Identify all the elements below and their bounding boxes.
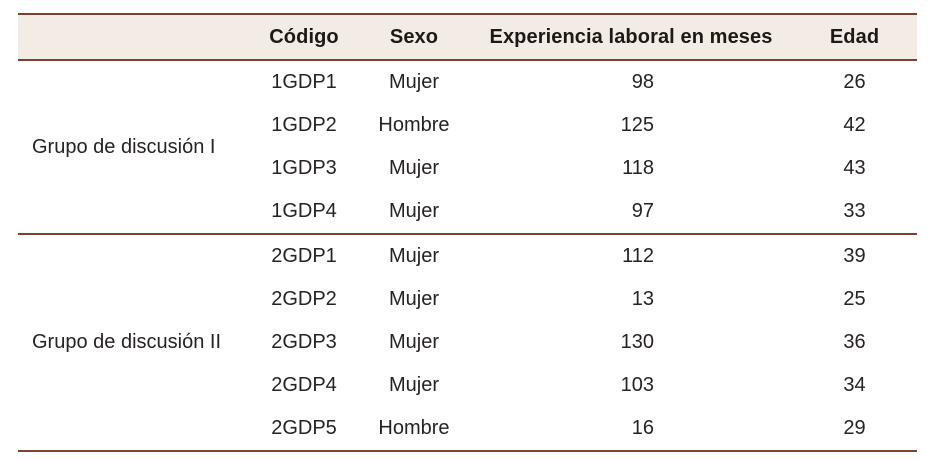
experiencia-value: 130 (620, 331, 654, 353)
cell-codigo: 1GDP3 (271, 157, 337, 179)
cell-experiencia: 103 (470, 364, 792, 407)
cell-edad: 36 (843, 331, 866, 353)
cell-sexo: Mujer (358, 190, 470, 235)
cell-codigo: 2GDP1 (271, 245, 337, 267)
cell-edad: 33 (792, 190, 917, 235)
cell-codigo: 2GDP2 (271, 288, 337, 310)
experiencia-value: 97 (631, 200, 654, 222)
group-1-rows: Grupo de discusión I 1GDP1 Mujer 98 26 1… (18, 60, 917, 235)
cell-edad: 43 (843, 157, 866, 179)
cell-codigo: 2GDP3 (271, 331, 337, 353)
experiencia-value: 112 (622, 245, 654, 267)
cell-codigo: 1GDP4 (250, 190, 358, 235)
table-row: 2GDP5 Hombre 16 29 (18, 407, 917, 451)
table-row: 1GDP4 Mujer 97 33 (18, 190, 917, 235)
table-row: 2GDP3 Mujer 130 36 (18, 321, 917, 364)
cell-sexo: Mujer (388, 374, 439, 396)
table-row: 1GDP3 Mujer 118 43 (18, 147, 917, 190)
experiencia-value: 98 (631, 71, 654, 93)
cell-sexo: Mujer (388, 245, 439, 267)
table-header: Código Sexo Experiencia laboral en meses… (18, 14, 917, 61)
cell-codigo: 1GDP1 (271, 71, 337, 93)
cell-experiencia: 125 (470, 104, 792, 147)
col-header-codigo: Código (250, 14, 358, 61)
cell-sexo: Mujer (388, 157, 439, 179)
table-row: 2GDP2 Mujer 13 25 (18, 278, 917, 321)
cell-sexo: Mujer (388, 71, 439, 93)
cell-experiencia: 97 (470, 190, 792, 235)
cell-edad: 34 (843, 374, 866, 396)
cell-sexo: Mujer (388, 288, 439, 310)
table-row: 2GDP4 Mujer 103 34 (18, 364, 917, 407)
participants-table: Código Sexo Experiencia laboral en meses… (18, 13, 917, 452)
cell-experiencia: 13 (470, 278, 792, 321)
table-row: Grupo de discusión II 2GDP1 Mujer 112 39 (18, 234, 917, 353)
col-header-group (18, 14, 250, 61)
cell-sexo: Hombre (378, 417, 450, 439)
cell-experiencia: 112 (470, 234, 792, 278)
cell-edad: 26 (843, 71, 866, 93)
experiencia-value: 103 (620, 374, 654, 396)
experiencia-value: 125 (620, 114, 654, 136)
group-1-label: Grupo de discusión I (18, 60, 250, 235)
cell-codigo: 2GDP5 (271, 417, 337, 439)
col-header-experiencia: Experiencia laboral en meses (470, 14, 792, 61)
header-row: Código Sexo Experiencia laboral en meses… (18, 14, 917, 61)
cell-codigo: 1GDP2 (271, 114, 337, 136)
cell-edad: 25 (843, 288, 866, 310)
col-header-sexo: Sexo (358, 14, 470, 61)
cell-experiencia: 118 (470, 147, 792, 190)
group-2-rows: Grupo de discusión II 2GDP1 Mujer 112 39… (18, 234, 917, 451)
col-header-edad: Edad (792, 14, 917, 61)
cell-codigo: 2GDP4 (271, 374, 337, 396)
cell-edad: 29 (843, 417, 866, 439)
group-2-label: Grupo de discusión II (32, 331, 221, 353)
cell-edad: 39 (843, 245, 866, 267)
cell-sexo: Hombre (378, 114, 450, 136)
table-row: Grupo de discusión I 1GDP1 Mujer 98 26 (18, 60, 917, 235)
cell-experiencia: 16 (470, 407, 792, 451)
experiencia-value: 16 (631, 417, 654, 439)
table-row: 1GDP2 Hombre 125 42 (18, 104, 917, 147)
experiencia-value: 13 (631, 288, 654, 310)
experiencia-value: 118 (622, 157, 654, 179)
participants-table-container: Código Sexo Experiencia laboral en meses… (18, 13, 917, 452)
cell-experiencia: 98 (470, 60, 792, 104)
cell-edad: 42 (843, 114, 866, 136)
cell-sexo: Mujer (388, 331, 439, 353)
cell-experiencia: 130 (470, 321, 792, 364)
